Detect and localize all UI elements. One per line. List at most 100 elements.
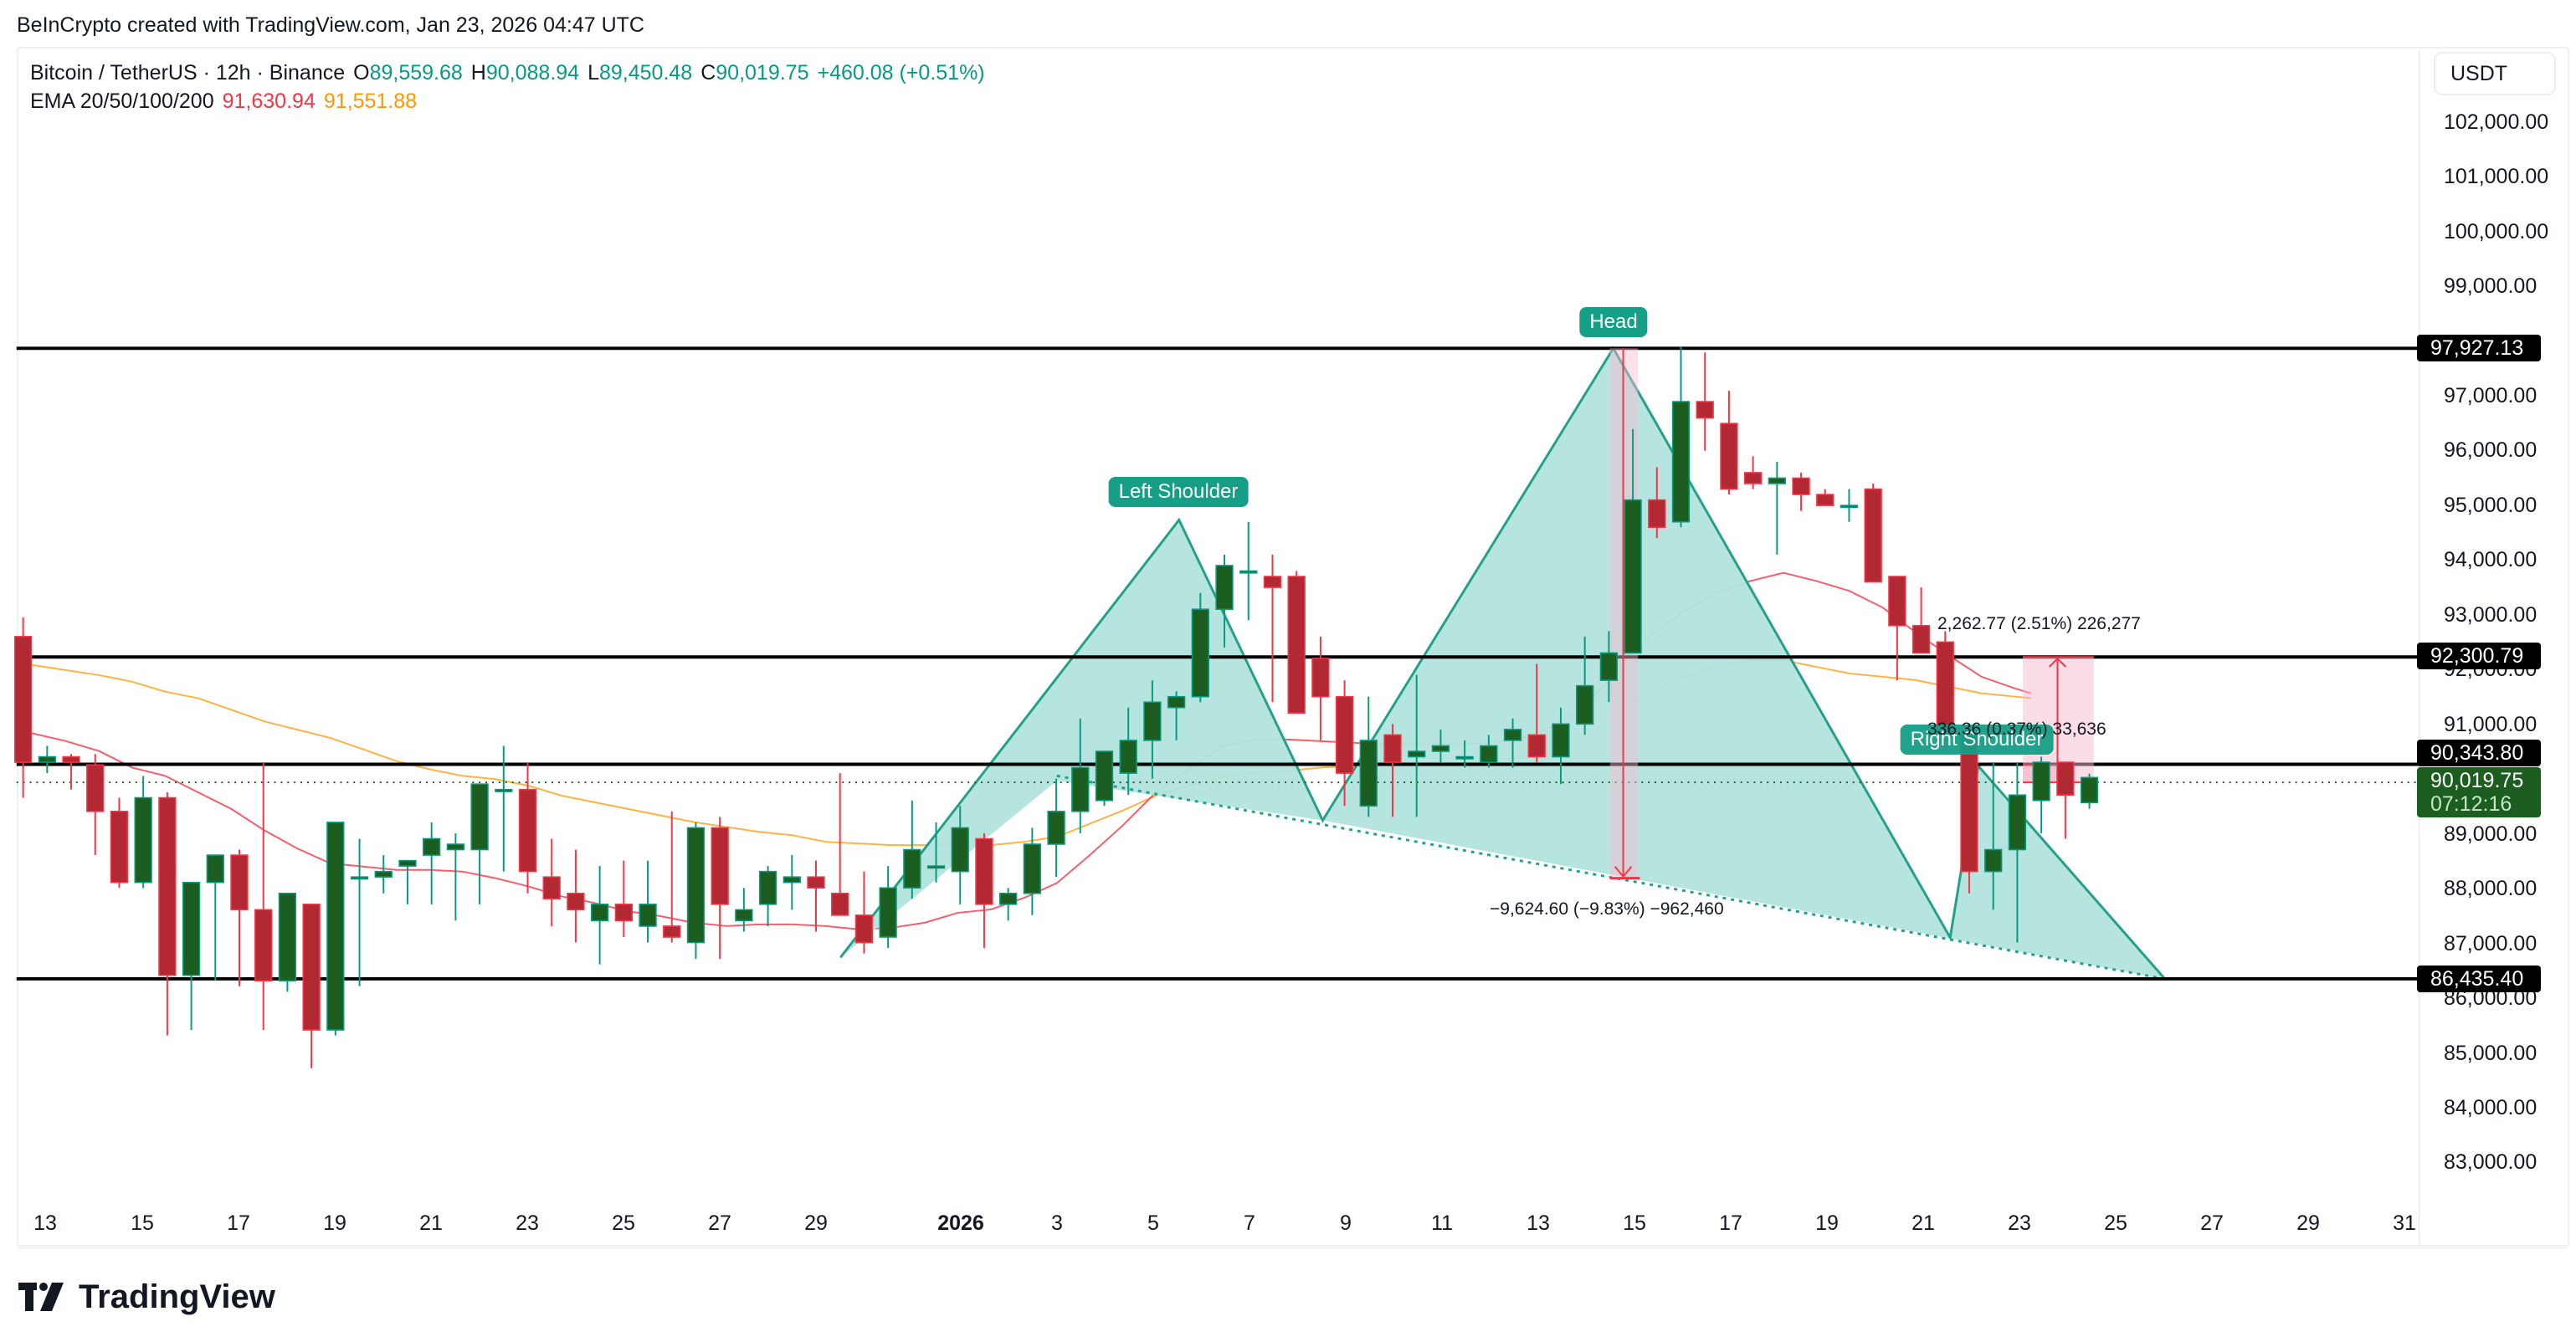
candle[interactable] xyxy=(62,754,80,790)
candle[interactable] xyxy=(590,866,609,965)
candle[interactable] xyxy=(1552,707,1570,785)
candle[interactable] xyxy=(1696,352,1714,451)
candle[interactable] xyxy=(86,754,105,856)
candle[interactable] xyxy=(302,904,321,1068)
candle[interactable] xyxy=(1911,587,1931,654)
candle[interactable] xyxy=(783,855,801,910)
candle[interactable] xyxy=(38,745,56,774)
candle[interactable] xyxy=(975,832,993,949)
candle[interactable] xyxy=(182,881,201,1031)
candle[interactable] xyxy=(374,855,393,894)
candle-body xyxy=(2008,794,2027,851)
candle[interactable] xyxy=(1671,346,1691,528)
candle[interactable] xyxy=(2080,773,2099,809)
candle[interactable] xyxy=(495,745,513,872)
candle[interactable] xyxy=(1840,489,1859,522)
left-shoulder-label[interactable]: Left Shoulder xyxy=(1108,477,1249,507)
candle[interactable] xyxy=(1792,472,1810,511)
candle[interactable] xyxy=(1095,750,1114,807)
candle[interactable] xyxy=(1527,663,1546,763)
candle[interactable] xyxy=(110,797,129,889)
candle[interactable] xyxy=(1888,576,1906,681)
candle[interactable] xyxy=(903,800,921,899)
candle[interactable] xyxy=(711,817,729,960)
candle[interactable] xyxy=(951,806,969,904)
price-label: 87,000.00 xyxy=(2444,932,2538,955)
candle[interactable] xyxy=(1143,680,1162,779)
candle[interactable] xyxy=(879,866,897,949)
candle[interactable] xyxy=(1335,680,1354,807)
candle[interactable] xyxy=(1743,456,1763,489)
candle[interactable] xyxy=(639,860,657,943)
candle[interactable] xyxy=(158,791,177,1036)
candle[interactable] xyxy=(758,866,777,926)
candle[interactable] xyxy=(398,859,417,904)
candle[interactable] xyxy=(1431,729,1450,763)
candle[interactable] xyxy=(350,838,369,986)
head-label[interactable]: Head xyxy=(1579,307,1648,337)
candle[interactable] xyxy=(735,888,753,932)
candle[interactable] xyxy=(134,776,152,889)
candle[interactable] xyxy=(663,811,681,943)
candle[interactable] xyxy=(1167,691,1186,740)
candle[interactable] xyxy=(999,888,1018,921)
candle[interactable] xyxy=(1984,762,2003,910)
candle[interactable] xyxy=(1816,489,1835,506)
candle[interactable] xyxy=(326,822,345,1036)
candle[interactable] xyxy=(2032,756,2050,833)
candle[interactable] xyxy=(278,892,297,992)
candle-body xyxy=(230,854,249,911)
candle[interactable] xyxy=(423,822,441,904)
candle[interactable] xyxy=(1215,554,1234,648)
candle[interactable] xyxy=(1864,483,1882,583)
candle[interactable] xyxy=(1408,674,1426,817)
right-shoulder-label[interactable]: Right Shoulder xyxy=(1900,725,2054,755)
candle[interactable] xyxy=(542,838,561,926)
currency-button[interactable]: USDT xyxy=(2434,52,2556,95)
candle[interactable] xyxy=(1648,467,1666,539)
candle-body xyxy=(999,892,1018,905)
candle[interactable] xyxy=(926,822,946,883)
candlestick-series[interactable] xyxy=(13,346,2099,1068)
candle[interactable] xyxy=(1720,390,1738,495)
candle[interactable] xyxy=(1191,592,1209,703)
candle[interactable] xyxy=(1311,636,1330,740)
candle[interactable] xyxy=(567,849,585,943)
candle[interactable] xyxy=(1023,827,1042,915)
candle[interactable] xyxy=(446,832,465,921)
candle[interactable] xyxy=(686,822,706,960)
candle[interactable] xyxy=(1624,428,1642,654)
candle[interactable] xyxy=(2056,761,2075,839)
candle[interactable] xyxy=(1047,778,1065,878)
candle[interactable] xyxy=(1383,724,1402,817)
candle[interactable] xyxy=(854,871,874,954)
candle[interactable] xyxy=(807,860,825,932)
candle[interactable] xyxy=(1480,735,1498,768)
candle[interactable] xyxy=(1768,461,1786,555)
candle[interactable] xyxy=(1239,521,1258,621)
candle[interactable] xyxy=(1576,636,1594,735)
candle[interactable] xyxy=(13,617,33,798)
candle-body xyxy=(1552,723,1570,758)
symbol-info[interactable]: Bitcoin / TetherUS · 12h · Binance xyxy=(30,61,346,85)
candle[interactable] xyxy=(470,783,489,904)
candle[interactable] xyxy=(1503,718,1522,768)
candle[interactable] xyxy=(1359,696,1378,817)
candle[interactable] xyxy=(230,849,249,986)
tradingview-logo[interactable]: TradingView xyxy=(18,1278,275,1316)
candle[interactable] xyxy=(1263,554,1282,703)
candle[interactable] xyxy=(831,773,849,916)
candle[interactable] xyxy=(1119,707,1137,796)
candle[interactable] xyxy=(1455,740,1474,768)
candle[interactable] xyxy=(1599,631,1619,703)
candle[interactable] xyxy=(254,762,273,1031)
candle[interactable] xyxy=(518,762,537,894)
candle[interactable] xyxy=(206,854,224,981)
candle[interactable] xyxy=(2008,762,2027,943)
candle[interactable] xyxy=(1287,571,1306,715)
candle[interactable] xyxy=(1071,718,1090,833)
time-label: 23 xyxy=(2008,1211,2031,1235)
ema-indicator-label[interactable]: EMA 20/50/100/200 xyxy=(30,90,214,113)
candle[interactable] xyxy=(614,860,633,938)
